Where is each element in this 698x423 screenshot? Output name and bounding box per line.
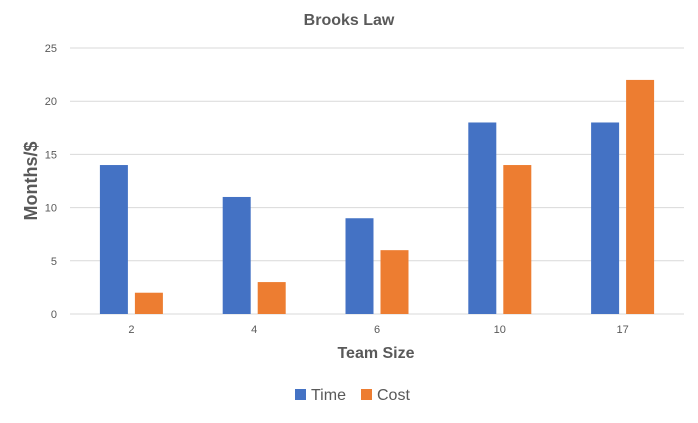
y-tick-label: 0 bbox=[51, 309, 57, 321]
x-tick-label: 17 bbox=[616, 324, 628, 336]
y-tick-label: 10 bbox=[45, 203, 57, 215]
x-axis-title: Team Size bbox=[337, 345, 414, 362]
bar-cost-2 bbox=[134, 292, 163, 314]
y-tick-label: 15 bbox=[45, 149, 57, 161]
legend: Time Cost bbox=[295, 387, 410, 404]
bars bbox=[99, 79, 655, 314]
bar-cost-10 bbox=[503, 165, 532, 314]
bar-time-17 bbox=[591, 122, 620, 314]
legend-swatch-time bbox=[295, 389, 306, 400]
bar-cost-6 bbox=[380, 250, 409, 314]
bar-time-4 bbox=[222, 196, 251, 314]
x-tick-label: 2 bbox=[128, 324, 134, 336]
y-axis-title: Months/$ bbox=[21, 142, 41, 221]
legend-label-cost: Cost bbox=[377, 387, 410, 404]
bar-cost-17 bbox=[626, 79, 655, 314]
x-tick-label: 10 bbox=[494, 324, 506, 336]
bar-time-6 bbox=[345, 218, 374, 314]
bar-time-10 bbox=[468, 122, 497, 314]
x-tick-label: 6 bbox=[374, 324, 380, 336]
y-tick-label: 20 bbox=[45, 96, 57, 108]
gridlines bbox=[70, 47, 684, 315]
y-axis-ticks: 0 5 10 15 20 25 bbox=[45, 43, 57, 321]
x-axis-ticks: 2 4 6 10 17 bbox=[128, 324, 628, 336]
y-tick-label: 5 bbox=[51, 256, 57, 268]
legend-label-time: Time bbox=[311, 387, 346, 404]
legend-swatch-cost bbox=[361, 389, 372, 400]
bar-time-2 bbox=[99, 165, 128, 314]
chart-title: Brooks Law bbox=[304, 12, 395, 29]
y-tick-label: 25 bbox=[45, 43, 57, 55]
bar-cost-4 bbox=[257, 282, 286, 314]
x-tick-label: 4 bbox=[251, 324, 257, 336]
